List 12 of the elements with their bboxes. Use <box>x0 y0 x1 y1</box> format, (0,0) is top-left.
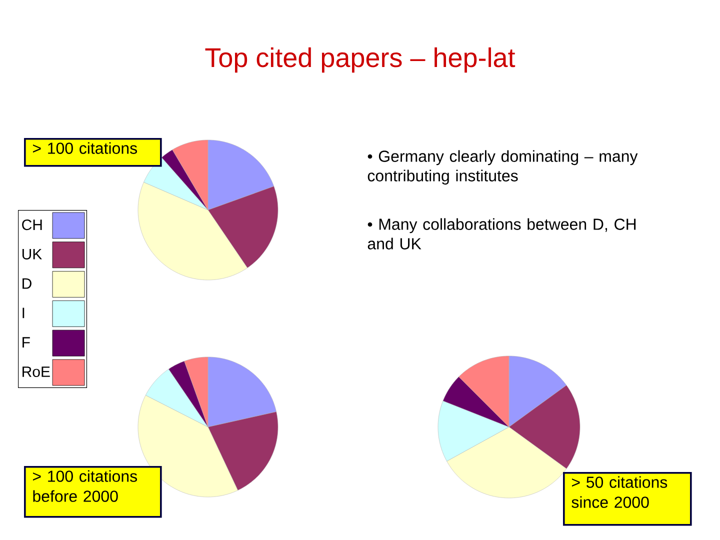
legend-label: D <box>22 278 32 289</box>
text: • Many collaborations between D, CH and UK <box>368 218 636 250</box>
text: > 100 citations before 2000 <box>32 470 137 502</box>
text: > 50 citations since 2000 <box>572 476 668 508</box>
legend-label: RoE <box>22 366 50 378</box>
legend-label: I <box>22 308 24 318</box>
text: • Germany clearly dominating – many contributing institutes <box>368 150 638 185</box>
chart-title: > 100 citations <box>32 142 137 154</box>
legend-label: F <box>22 337 30 348</box>
legend-label: UK <box>22 248 42 260</box>
legend-label: CH <box>22 220 42 230</box>
text: Top cited papers – hep-lat <box>205 47 516 73</box>
